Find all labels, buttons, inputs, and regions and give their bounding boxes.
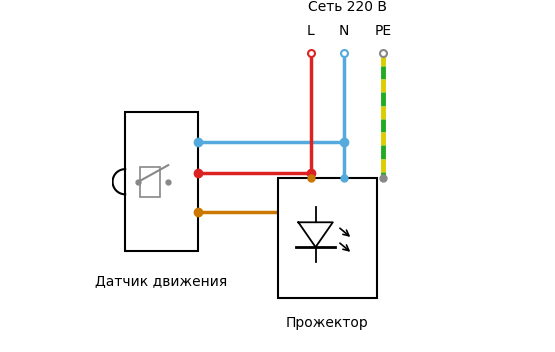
Text: Датчик движения: Датчик движения bbox=[95, 275, 228, 288]
Bar bbox=[278, 178, 377, 298]
Text: L: L bbox=[307, 24, 315, 38]
Text: Прожектор: Прожектор bbox=[286, 316, 369, 330]
Bar bbox=[140, 167, 160, 197]
Text: N: N bbox=[339, 24, 349, 38]
Bar bbox=[125, 112, 198, 251]
Polygon shape bbox=[299, 222, 333, 247]
Text: PE: PE bbox=[375, 24, 392, 38]
Text: Сеть 220 В: Сеть 220 В bbox=[307, 0, 386, 14]
